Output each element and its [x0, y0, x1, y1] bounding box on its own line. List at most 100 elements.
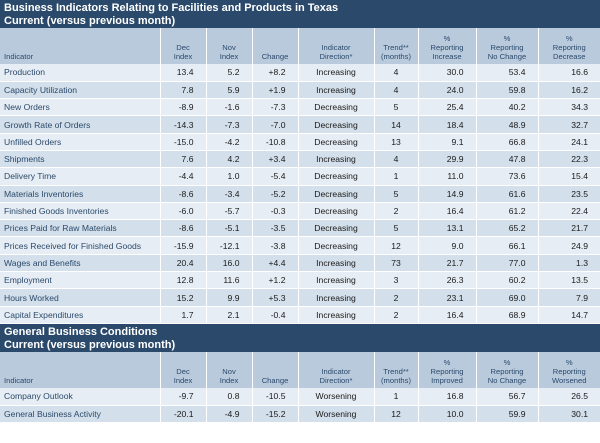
column-header: Indicator Direction* [298, 351, 375, 388]
column-header-line: (months) [381, 52, 411, 61]
value-cell: 48.9 [476, 115, 539, 134]
column-header-line: Improved [431, 375, 463, 385]
indicator-name[interactable]: General Business Activity [0, 405, 161, 424]
column-header-line: Reporting [430, 366, 464, 376]
value-cell: 9.1 [418, 133, 477, 151]
value-cell: 16.8 [418, 387, 477, 406]
trend-months: 1 [374, 387, 419, 406]
value-cell: 15.2 [160, 288, 207, 307]
indicator-direction: Decreasing [298, 236, 375, 255]
value-cell: -10.8 [252, 133, 299, 151]
value-cell: 11.6 [206, 271, 253, 290]
indicator-name[interactable]: Capital Expenditures [0, 306, 161, 324]
value-cell: 7.6 [160, 150, 207, 169]
value-cell: -5.1 [206, 219, 253, 238]
indicator-name[interactable]: Materials Inventories [0, 185, 161, 203]
value-cell: 59.9 [476, 405, 539, 424]
indicator-direction: Worsening [298, 387, 375, 406]
indicator-name[interactable]: Finished Goods Inventories [0, 202, 161, 221]
indicator-name[interactable]: Capacity Utilization [0, 81, 161, 100]
trend-months: 12 [374, 236, 419, 255]
indicator-name[interactable]: Hours Worked [0, 288, 161, 307]
section-title-facilities: Business Indicators Relating to Faciliti… [0, 0, 600, 28]
indicator-name[interactable]: Unfilled Orders [0, 133, 161, 151]
value-cell: 15.4 [538, 167, 600, 186]
value-cell: 14.7 [538, 306, 600, 324]
trend-months: 13 [374, 133, 419, 151]
value-cell: 69.0 [476, 288, 539, 307]
table-row: Wages and Benefits 20.4 16.0 +4.4 Increasing… [0, 254, 600, 273]
value-cell: 61.2 [476, 202, 539, 221]
indicator-direction: Increasing [298, 288, 375, 307]
value-cell: 13.5 [538, 271, 600, 290]
value-cell: 16.4 [418, 306, 477, 324]
indicator-name[interactable]: Prices Received for Finished Goods [0, 236, 161, 255]
indicator-name[interactable]: Delivery Time [0, 167, 161, 186]
value-cell: -1.6 [206, 98, 253, 117]
column-header: Trend** (months) [374, 28, 419, 64]
trend-months: 4 [374, 64, 419, 82]
value-cell: 40.2 [476, 98, 539, 117]
value-cell: 21.7 [418, 254, 477, 273]
column-header: Dec Index [160, 28, 207, 64]
value-cell: -7.3 [206, 115, 253, 134]
value-cell: +4.4 [252, 254, 299, 273]
value-cell: 30.0 [418, 64, 477, 82]
column-header-line: % [443, 357, 451, 367]
column-header-line: Reporting [552, 43, 586, 52]
table-row: General Business Activity -20.1 -4.9 -15.2 W… [0, 405, 600, 424]
value-cell: +1.9 [252, 81, 299, 100]
value-cell: 65.2 [476, 219, 539, 238]
indicator-name[interactable]: Production [0, 64, 161, 82]
indicator-name[interactable]: Shipments [0, 150, 161, 169]
column-header: % Reporting Increase [418, 28, 477, 64]
indicator-direction: Worsening [298, 405, 375, 424]
column-header-line: Indicator [321, 43, 351, 52]
indicator-name[interactable]: Employment [0, 271, 161, 290]
indicator-direction: Increasing [298, 254, 375, 273]
column-header-line: % [565, 357, 573, 367]
value-cell: -5.4 [252, 167, 299, 186]
value-cell: -0.3 [252, 202, 299, 221]
table-row: Capital Expenditures 1.7 2.1 -0.4 Increasing… [0, 306, 600, 324]
value-cell: 7.8 [160, 81, 207, 100]
indicator-direction: Increasing [298, 271, 375, 290]
indicator-direction: Decreasing [298, 167, 375, 186]
trend-months: 4 [374, 150, 419, 169]
column-header: Indicator [0, 351, 161, 388]
value-cell: 24.1 [538, 133, 600, 151]
value-cell: +3.4 [252, 150, 299, 169]
indicator-name[interactable]: New Orders [0, 98, 161, 117]
trend-months: 5 [374, 185, 419, 203]
value-cell: -4.4 [160, 167, 207, 186]
value-cell: +5.3 [252, 288, 299, 307]
column-header: Dec Index [160, 351, 207, 388]
column-header-line: Worsened [552, 375, 587, 385]
value-cell: 26.5 [538, 387, 600, 406]
value-cell: -8.9 [160, 98, 207, 117]
trend-months: 73 [374, 254, 419, 273]
value-cell: -8.6 [160, 185, 207, 203]
column-header-line: Trend** [383, 366, 409, 376]
trend-months: 12 [374, 405, 419, 424]
value-cell: 29.9 [418, 150, 477, 169]
value-cell: 21.7 [538, 219, 600, 238]
indicator-name[interactable]: Company Outlook [0, 387, 161, 406]
indicator-direction: Decreasing [298, 133, 375, 151]
table-row: Prices Paid for Raw Materials -8.6 -5.1 -3.… [0, 219, 600, 238]
trend-months: 5 [374, 98, 419, 117]
value-cell: 13.4 [160, 64, 207, 82]
indicator-name[interactable]: Prices Paid for Raw Materials [0, 219, 161, 238]
column-header-line: Index [219, 52, 239, 61]
value-cell: -6.0 [160, 202, 207, 221]
indicator-name[interactable]: Growth Rate of Orders [0, 115, 161, 134]
column-header-line: Reporting [490, 366, 524, 376]
indicator-name[interactable]: Wages and Benefits [0, 254, 161, 273]
value-cell: -7.3 [252, 98, 299, 117]
table-row: Finished Goods Inventories -6.0 -5.7 -0.3 De… [0, 202, 600, 221]
trend-months: 2 [374, 202, 419, 221]
section-title-line2: Current (versus previous month) [4, 338, 176, 351]
value-cell: 9.0 [418, 236, 477, 255]
column-header-line: Direction* [319, 375, 353, 385]
value-cell: 0.8 [206, 387, 253, 406]
